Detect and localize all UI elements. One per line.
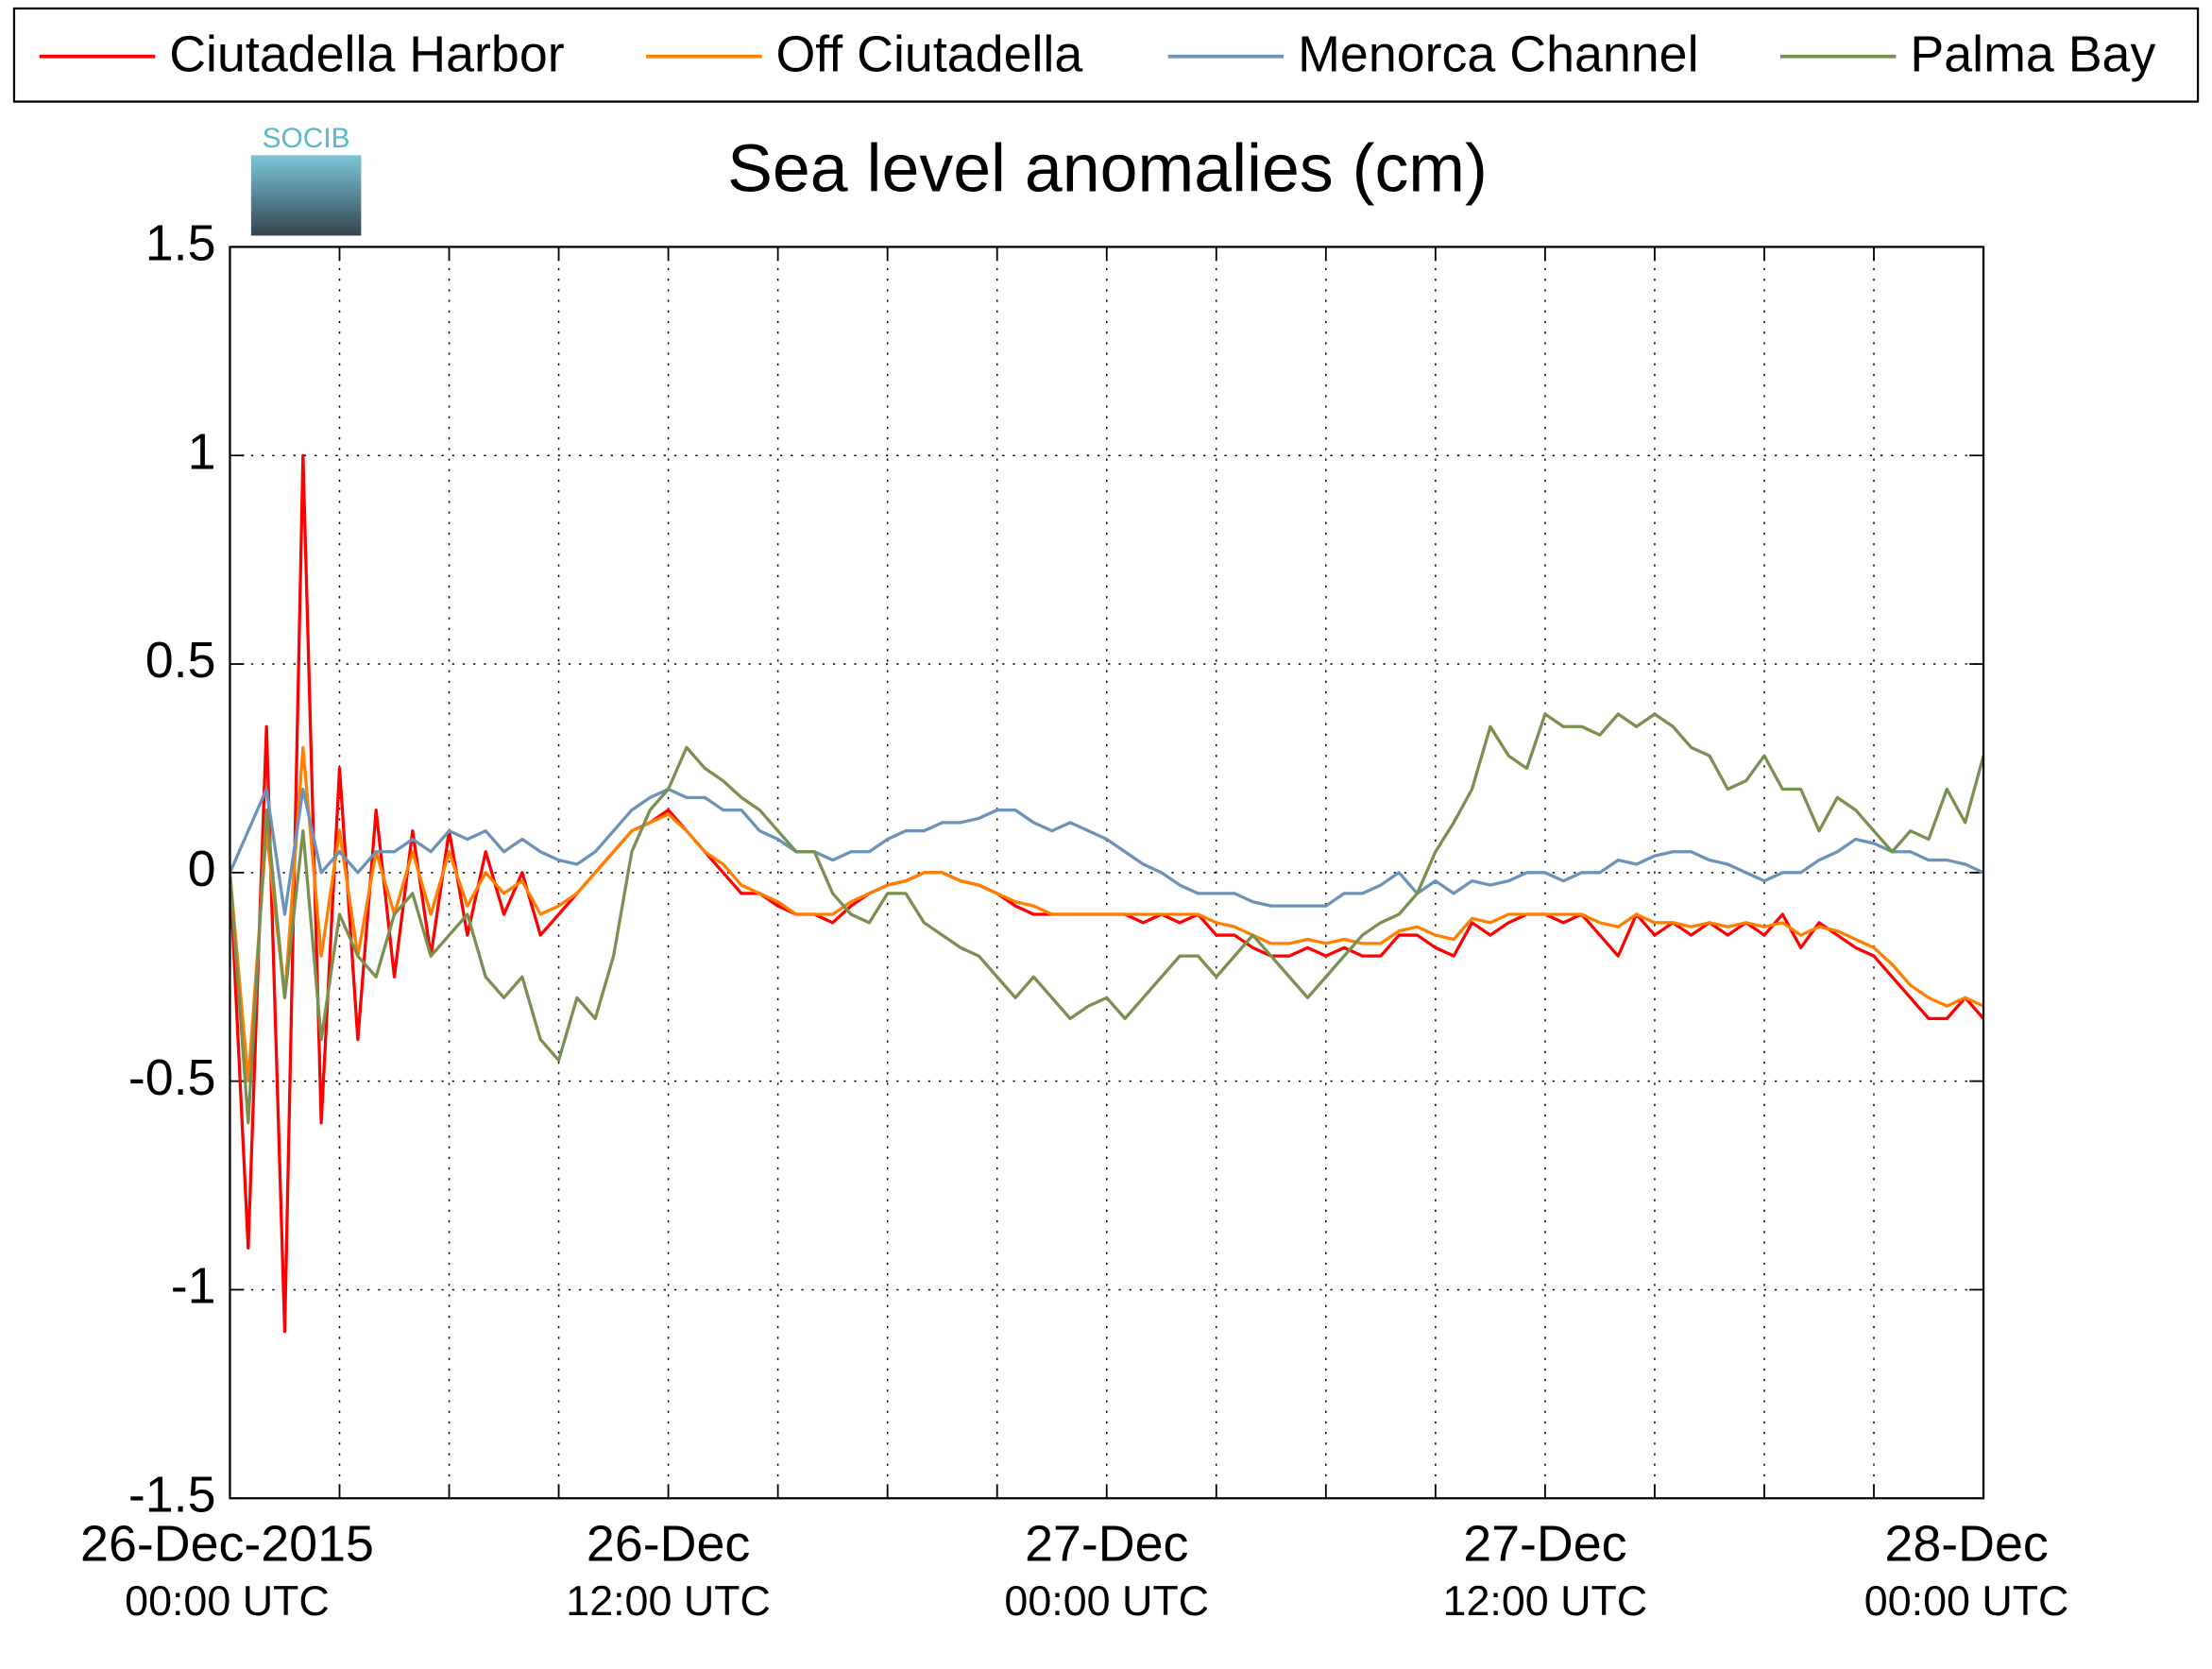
y-tick-label: -1.5 [128,1466,216,1523]
x-tick-label: 12:00 UTC [1443,1577,1648,1625]
x-tick-label: 26-Dec [587,1516,750,1573]
series-line [230,787,1984,916]
y-tick-label: -1 [171,1258,216,1315]
x-tick-label: 00:00 UTC [1004,1577,1209,1625]
x-tick-label: 26-Dec-2015 [80,1516,374,1573]
x-tick-label: 28-Dec [1884,1516,2048,1573]
legend-label: Menorca Channel [1298,26,1698,82]
logo-image [250,155,362,236]
series-line [230,712,1984,1125]
x-tick-label: 27-Dec [1025,1516,1188,1573]
x-tick-label: 27-Dec [1463,1516,1626,1573]
y-tick-label: 1 [188,423,216,480]
y-tick-label: 0.5 [145,632,216,689]
legend-label: Ciutadella Harbor [169,26,564,82]
logo-text: SOCIB [263,123,350,154]
y-tick-label: 0 [188,841,216,897]
x-tick-label: 00:00 UTC [125,1577,330,1625]
x-tick-label: 12:00 UTC [566,1577,771,1625]
y-tick-label: -0.5 [128,1049,216,1106]
series-line [230,745,1984,1083]
y-tick-label: 1.5 [145,215,216,272]
chart-title: Sea level anomalies (cm) [727,131,1488,207]
plot-frame [229,246,1985,1500]
x-tick-label: 00:00 UTC [1864,1577,2069,1625]
legend-label: Palma Bay [1910,26,2155,82]
legend-label: Off Ciutadella [775,26,1082,82]
